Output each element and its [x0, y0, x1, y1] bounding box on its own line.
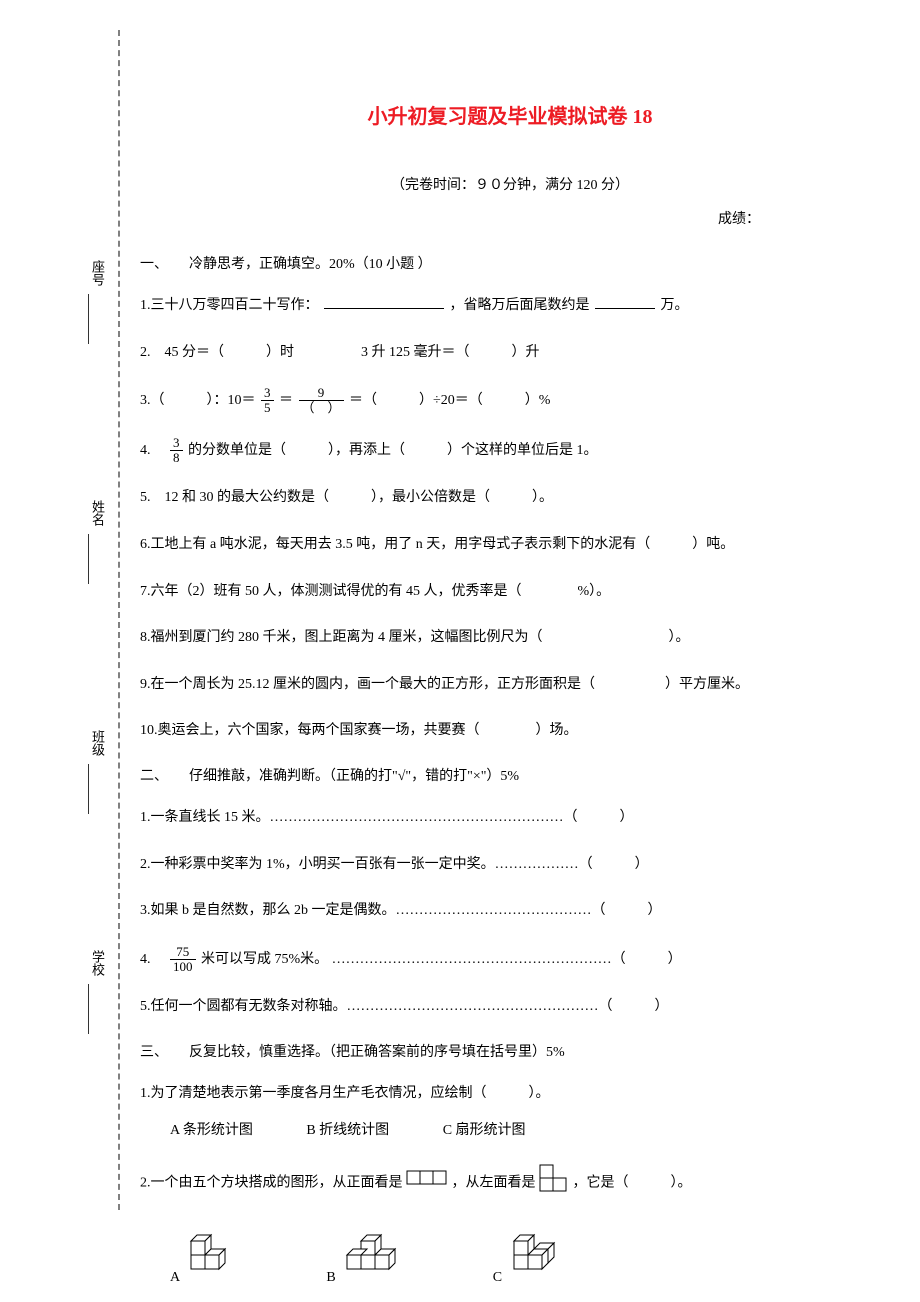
frac-den: 5 — [261, 401, 274, 415]
school-label: 学校 — [88, 950, 107, 1034]
s1-q4: 4. 3 8 的分数单位是（ ），再添上（ ）个这样的单位后是 1。 — [140, 436, 880, 466]
frac-num: 9 — [299, 386, 344, 401]
s2-q4-text-b: 米可以写成 75%米。 ……………………………………………………（ ） — [201, 952, 682, 967]
s3-q1-choices: A 条形统计图 B 折线统计图 C 扇形统计图 — [140, 1118, 880, 1145]
s2-q4: 4. 75 100 米可以写成 75%米。 ………………………………………………… — [140, 945, 880, 975]
front-view-icon — [406, 1170, 448, 1197]
choice-c[interactable]: C 扇形统计图 — [443, 1118, 526, 1145]
fraction: 3 5 — [261, 386, 274, 416]
s3-q2: 2.一个由五个方块搭成的图形，从正面看是 ，从左面看是 ，它是（ ）。 — [140, 1164, 880, 1203]
score-label: 成绩： — [140, 208, 880, 228]
3d-shape-b-icon — [339, 1233, 409, 1281]
s1-q2: 2. 45 分＝（ ）时 3 升 125 毫升＝（ ）升 — [140, 340, 880, 367]
s3-q1-text: 1.为了清楚地表示第一季度各月生产毛衣情况，应绘制（ ）。 — [140, 1081, 880, 1108]
s1-q1-text-b: ，省略万后面尾数约是 — [450, 298, 590, 313]
binding-margin: 座号 姓名 班级 学校 — [50, 30, 120, 1210]
shape-label-b: B — [326, 1270, 335, 1285]
class-label: 班级 — [88, 730, 107, 814]
shape-label-a: A — [170, 1270, 179, 1285]
s1-q3-text-c: ＝（ ）÷20＝（ ）% — [349, 393, 550, 408]
s3-q2-text-b: ，从左面看是 — [452, 1176, 536, 1191]
s1-q4-text-b: 的分数单位是（ ），再添上（ ）个这样的单位后是 1。 — [188, 443, 598, 458]
3d-shape-c-icon — [506, 1233, 576, 1281]
s1-q7: 7.六年（2）班有 50 人，体测测试得优的有 45 人，优秀率是（ %）。 — [140, 579, 880, 606]
exam-title: 小升初复习题及毕业模拟试卷 18 — [140, 100, 880, 129]
s1-q5: 5. 12 和 30 的最大公约数是（ ），最小公倍数是（ ）。 — [140, 485, 880, 512]
exam-content: 小升初复习题及毕业模拟试卷 18 （完卷时间：９０分钟，满分 120 分） 成绩… — [140, 0, 880, 1286]
s1-q1-text-c: 万。 — [661, 298, 689, 313]
frac-num: 75 — [170, 945, 196, 960]
s2-q2: 2.一种彩票中奖率为 1%，小明买一百张有一张一定中奖。………………（ ） — [140, 852, 880, 879]
shape-label-c: C — [493, 1270, 502, 1285]
blank-input[interactable] — [595, 295, 655, 309]
section-2: 二、 仔细推敲，准确判断。（正确的打"√"，错的打"×"）5% 1.一条直线长 … — [140, 765, 880, 1021]
s1-q8: 8.福州到厦门约 280 千米，图上距离为 4 厘米，这幅图比例尺为（ ）。 — [140, 625, 880, 652]
s1-q10: 10.奥运会上，六个国家，每两个国家赛一场，共要赛（ ）场。 — [140, 718, 880, 745]
shape-choice-b[interactable]: B — [326, 1233, 409, 1286]
frac-den: 8 — [170, 451, 183, 465]
choice-a[interactable]: A 条形统计图 — [170, 1118, 253, 1145]
s1-q4-text-a: 4. — [140, 443, 165, 458]
shape-choice-c[interactable]: C — [493, 1233, 576, 1286]
frac-num: 3 — [170, 436, 183, 451]
s1-q2-text-b: 3 升 125 毫升＝（ ）升 — [361, 345, 540, 360]
fraction: 3 8 — [170, 436, 183, 466]
left-view-icon — [539, 1164, 569, 1203]
s1-q3-text-a: 3.（ ）：10＝ — [140, 393, 256, 408]
s3-q2-shapes: A B — [140, 1233, 880, 1286]
section-3-header: 三、 反复比较，慎重选择。（把正确答案前的序号填在括号里）5% — [140, 1041, 880, 1061]
fraction: 75 100 — [170, 945, 196, 975]
s3-q2-text-a: 2.一个由五个方块搭成的图形，从正面看是 — [140, 1176, 403, 1191]
s1-q1-text-a: 1.三十八万零四百二十写作： — [140, 298, 319, 313]
s1-q1: 1.三十八万零四百二十写作： ，省略万后面尾数约是 万。 — [140, 293, 880, 320]
s3-q1: 1.为了清楚地表示第一季度各月生产毛衣情况，应绘制（ ）。 A 条形统计图 B … — [140, 1081, 880, 1144]
seat-label: 座号 — [88, 260, 107, 344]
s1-q6: 6.工地上有 a 吨水泥，每天用去 3.5 吨，用了 n 天，用字母式子表示剩下… — [140, 532, 880, 559]
s3-q2-text-c: ，它是（ ）。 — [573, 1176, 692, 1191]
s2-q1: 1.一条直线长 15 米。………………………………………………………（ ） — [140, 805, 880, 832]
s2-q4-text-a: 4. — [140, 952, 165, 967]
s1-q9: 9.在一个周长为 25.12 厘米的圆内，画一个最大的正方形，正方形面积是（ ）… — [140, 672, 880, 699]
section-1: 一、 冷静思考，正确填空。20%（10 小题 ） 1.三十八万零四百二十写作： … — [140, 253, 880, 745]
s1-q3: 3.（ ）：10＝ 3 5 ＝ 9 （ ） ＝（ ）÷20＝（ ）% — [140, 386, 880, 416]
frac-den: （ ） — [299, 401, 344, 415]
shape-choice-a[interactable]: A — [170, 1233, 243, 1286]
section-1-header: 一、 冷静思考，正确填空。20%（10 小题 ） — [140, 253, 880, 273]
s2-q5: 5.任何一个圆都有无数条对称轴。………………………………………………（ ） — [140, 994, 880, 1021]
section-3: 三、 反复比较，慎重选择。（把正确答案前的序号填在括号里）5% 1.为了清楚地表… — [140, 1041, 880, 1286]
fraction: 9 （ ） — [299, 386, 344, 416]
name-label: 姓名 — [88, 500, 107, 584]
frac-num: 3 — [261, 386, 274, 401]
frac-den: 100 — [170, 960, 196, 974]
3d-shape-a-icon — [183, 1233, 243, 1281]
s2-q3: 3.如果 b 是自然数，那么 2b 一定是偶数。……………………………………（ … — [140, 898, 880, 925]
section-2-header: 二、 仔细推敲，准确判断。（正确的打"√"，错的打"×"）5% — [140, 765, 880, 785]
blank-input[interactable] — [324, 295, 444, 309]
choice-b[interactable]: B 折线统计图 — [306, 1118, 389, 1145]
s1-q2-text-a: 2. 45 分＝（ ）时 — [140, 345, 294, 360]
s1-q3-text-b: ＝ — [279, 393, 293, 408]
exam-subtitle: （完卷时间：９０分钟，满分 120 分） — [140, 174, 880, 194]
